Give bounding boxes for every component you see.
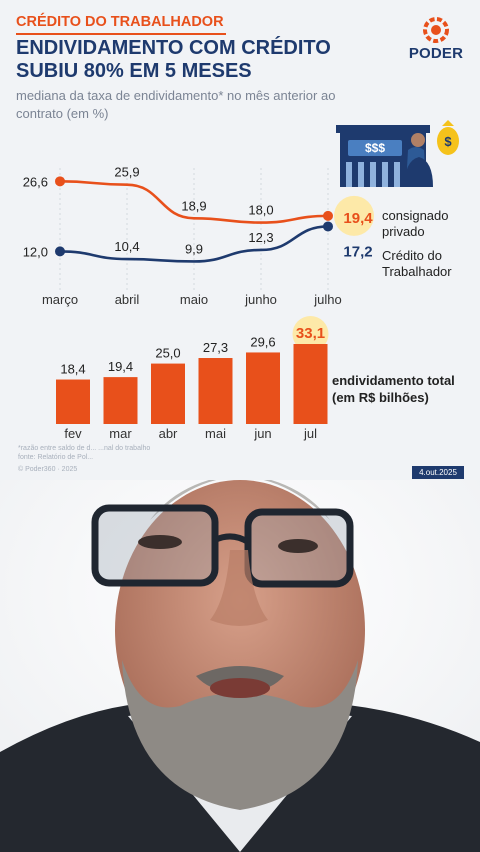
- line-data-label: 25,9: [114, 165, 139, 180]
- poder360-logo: PODER: [406, 16, 466, 61]
- line-point: [323, 221, 333, 232]
- line-x-tick-label: março: [42, 292, 78, 307]
- chart-area: $$$ $ março abril maio junho julho 26,6 25,9 18…: [23, 120, 459, 441]
- bar: [151, 363, 185, 424]
- credit-text: © Poder360 · 2025: [18, 466, 78, 473]
- line-x-tick-label: maio: [180, 292, 208, 307]
- bar: [246, 352, 280, 424]
- bank-illustration: $$$ $: [336, 120, 459, 187]
- bar-data-label: 25,0: [155, 346, 180, 361]
- headline: ENDIVIDAMENTO COM CRÉDITO SUBIU 80% EM 5…: [16, 37, 331, 82]
- line-x-tick-label: julho: [313, 292, 341, 307]
- bar-x-tick-label: mar: [109, 426, 132, 441]
- presenter-video: [0, 480, 480, 852]
- bar-x-tick-label: jun: [253, 426, 271, 441]
- line-data-label: 18,0: [248, 203, 273, 218]
- bar-x-tick-label: mai: [205, 426, 226, 441]
- dollar-sign-text: $$$: [365, 141, 385, 155]
- bar-data-label: 33,1: [296, 325, 325, 342]
- line-series-label: consignado: [382, 208, 449, 223]
- line-series-credito-trabalhador: [59, 225, 329, 263]
- bar-data-label: 29,6: [250, 334, 275, 349]
- bar: [103, 377, 138, 424]
- line-data-label: 18,9: [181, 198, 206, 213]
- bar-x-tick-label: jul: [303, 426, 317, 441]
- kicker: CRÉDITO DO TRABALHADOR: [16, 14, 224, 30]
- logo-text: PODER: [408, 45, 464, 62]
- bar: [293, 344, 328, 424]
- presenter-beard: [122, 660, 358, 810]
- bar-data-label: 19,4: [108, 359, 133, 374]
- line-point: [323, 210, 333, 221]
- line-series-label: privado: [382, 224, 425, 239]
- presenter: [0, 480, 480, 852]
- kicker-underline: [16, 33, 226, 35]
- line-x-tick-label: abril: [115, 292, 140, 307]
- bar: [56, 379, 90, 424]
- line-series-consignado: [59, 180, 329, 224]
- line-data-label: 26,6: [23, 174, 48, 189]
- infographic-panel: CRÉDITO DO TRABALHADOR ENDIVIDAMENTO COM…: [0, 0, 480, 480]
- line-data-label: 12,0: [23, 244, 48, 259]
- line-data-label: 10,4: [114, 239, 139, 254]
- bar-x-tick-label: abr: [159, 426, 178, 441]
- money-bag-icon: $: [444, 134, 452, 149]
- line-point: [55, 176, 65, 187]
- line-highlight: [334, 195, 374, 236]
- bar-series-label: endividamento total: [332, 373, 455, 388]
- presenter-nose: [210, 550, 268, 626]
- line-series-label: Trabalhador: [382, 264, 452, 279]
- bar-chart: 18,4 fev 19,4 mar 25,0 abr 27,3 mai 29,6 jun 33,1 j…: [56, 316, 455, 441]
- presenter-mouth: [210, 678, 270, 698]
- line-data-label-end: 17,2: [343, 243, 372, 260]
- line-data-label: 9,9: [185, 241, 203, 256]
- line-data-label-end: 19,4: [343, 210, 373, 227]
- bar-x-tick-label: fev: [64, 426, 82, 441]
- line-chart: março abril maio junho julho 26,6 25,9 18,9 18,0…: [23, 165, 453, 307]
- logo-sun-icon: [423, 17, 449, 43]
- subtitle: mediana da taxa de endividamento* no mês…: [16, 88, 336, 121]
- bar-series-label: (em R$ bilhões): [332, 390, 429, 405]
- line-series-label: Crédito do: [382, 248, 442, 263]
- footnote: *razão entre saldo de d... ...nal do tra…: [18, 444, 150, 462]
- line-data-label: 12,3: [248, 230, 273, 245]
- footnote-line-1: *razão entre saldo de d... ...nal do tra…: [18, 445, 151, 452]
- date-badge: 4.out.2025: [412, 466, 464, 479]
- bar: [198, 358, 233, 424]
- line-point: [55, 246, 65, 257]
- bar-data-label: 27,3: [203, 340, 228, 355]
- bar-highlight: [292, 316, 329, 352]
- line-x-tick-label: junho: [244, 292, 277, 307]
- bar-data-label: 18,4: [60, 362, 85, 377]
- presenter-face: [115, 480, 365, 780]
- footnote-line-2: fonte: Relatório de Pol...: [18, 454, 94, 461]
